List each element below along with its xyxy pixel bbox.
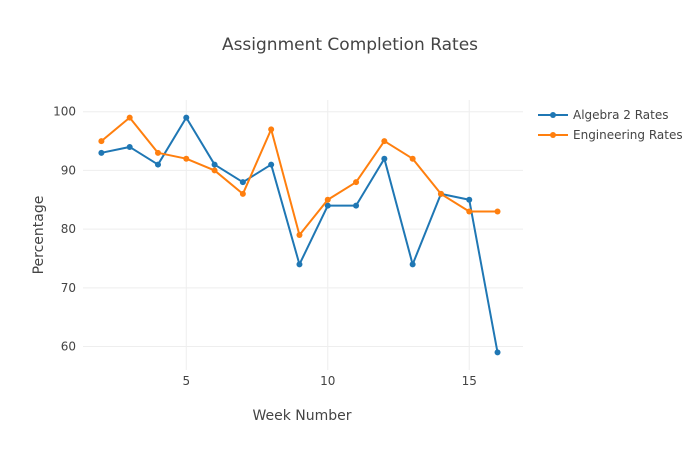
chart-title: Assignment Completion Rates	[222, 35, 478, 55]
legend-marker-swatch	[550, 112, 556, 118]
data-point[interactable]	[296, 232, 303, 238]
data-point[interactable]	[268, 126, 275, 133]
data-point[interactable]	[154, 161, 161, 168]
series-1	[98, 114, 501, 356]
data-point[interactable]	[324, 202, 331, 209]
data-point[interactable]	[239, 190, 246, 197]
data-point[interactable]	[381, 138, 388, 145]
data-point[interactable]	[211, 167, 218, 174]
legend-label: Engineering Rates	[573, 128, 683, 142]
y-tick-label: 90	[61, 163, 76, 177]
series-layer	[98, 114, 501, 356]
x-axis-title: Week Number	[252, 408, 351, 424]
data-point[interactable]	[353, 202, 360, 209]
data-point[interactable]	[381, 155, 388, 162]
x-tick-label: 5	[182, 374, 190, 388]
y-tick-label: 60	[61, 340, 76, 354]
x-tick-label: 15	[462, 374, 477, 388]
data-point[interactable]	[466, 196, 473, 203]
data-point[interactable]	[98, 138, 105, 145]
data-point[interactable]	[183, 114, 190, 121]
y-tick-label: 80	[61, 222, 76, 236]
legend-item[interactable]: Algebra 2 Rates	[538, 108, 668, 122]
data-point[interactable]	[154, 149, 161, 156]
legend[interactable]: Algebra 2 Rates Engineering Rates	[538, 108, 683, 142]
series-line	[100, 116, 498, 236]
data-point[interactable]	[126, 114, 133, 121]
data-point[interactable]	[211, 161, 218, 168]
y-tick-label: 70	[61, 281, 76, 295]
data-point[interactable]	[353, 179, 360, 186]
data-point[interactable]	[324, 196, 331, 203]
data-point[interactable]	[409, 155, 416, 162]
legend-label: Algebra 2 Rates	[573, 108, 668, 122]
data-point[interactable]	[98, 149, 105, 156]
y-axis-title: Percentage	[31, 196, 47, 275]
data-point[interactable]	[437, 190, 444, 197]
data-point[interactable]	[126, 143, 133, 150]
data-point[interactable]	[494, 208, 501, 215]
legend-item[interactable]: Engineering Rates	[538, 128, 683, 142]
data-point[interactable]	[239, 179, 246, 186]
data-point[interactable]	[466, 208, 473, 215]
tick-labels: 60 70 80 90 100 5 10 15	[53, 105, 477, 388]
series-2	[98, 114, 501, 238]
data-point[interactable]	[296, 261, 303, 268]
data-point[interactable]	[494, 349, 501, 356]
legend-marker-swatch	[550, 132, 556, 138]
data-point[interactable]	[268, 161, 275, 168]
x-tick-label: 10	[320, 374, 335, 388]
data-point[interactable]	[183, 155, 190, 162]
data-point[interactable]	[409, 261, 416, 268]
y-tick-label: 100	[53, 105, 76, 119]
